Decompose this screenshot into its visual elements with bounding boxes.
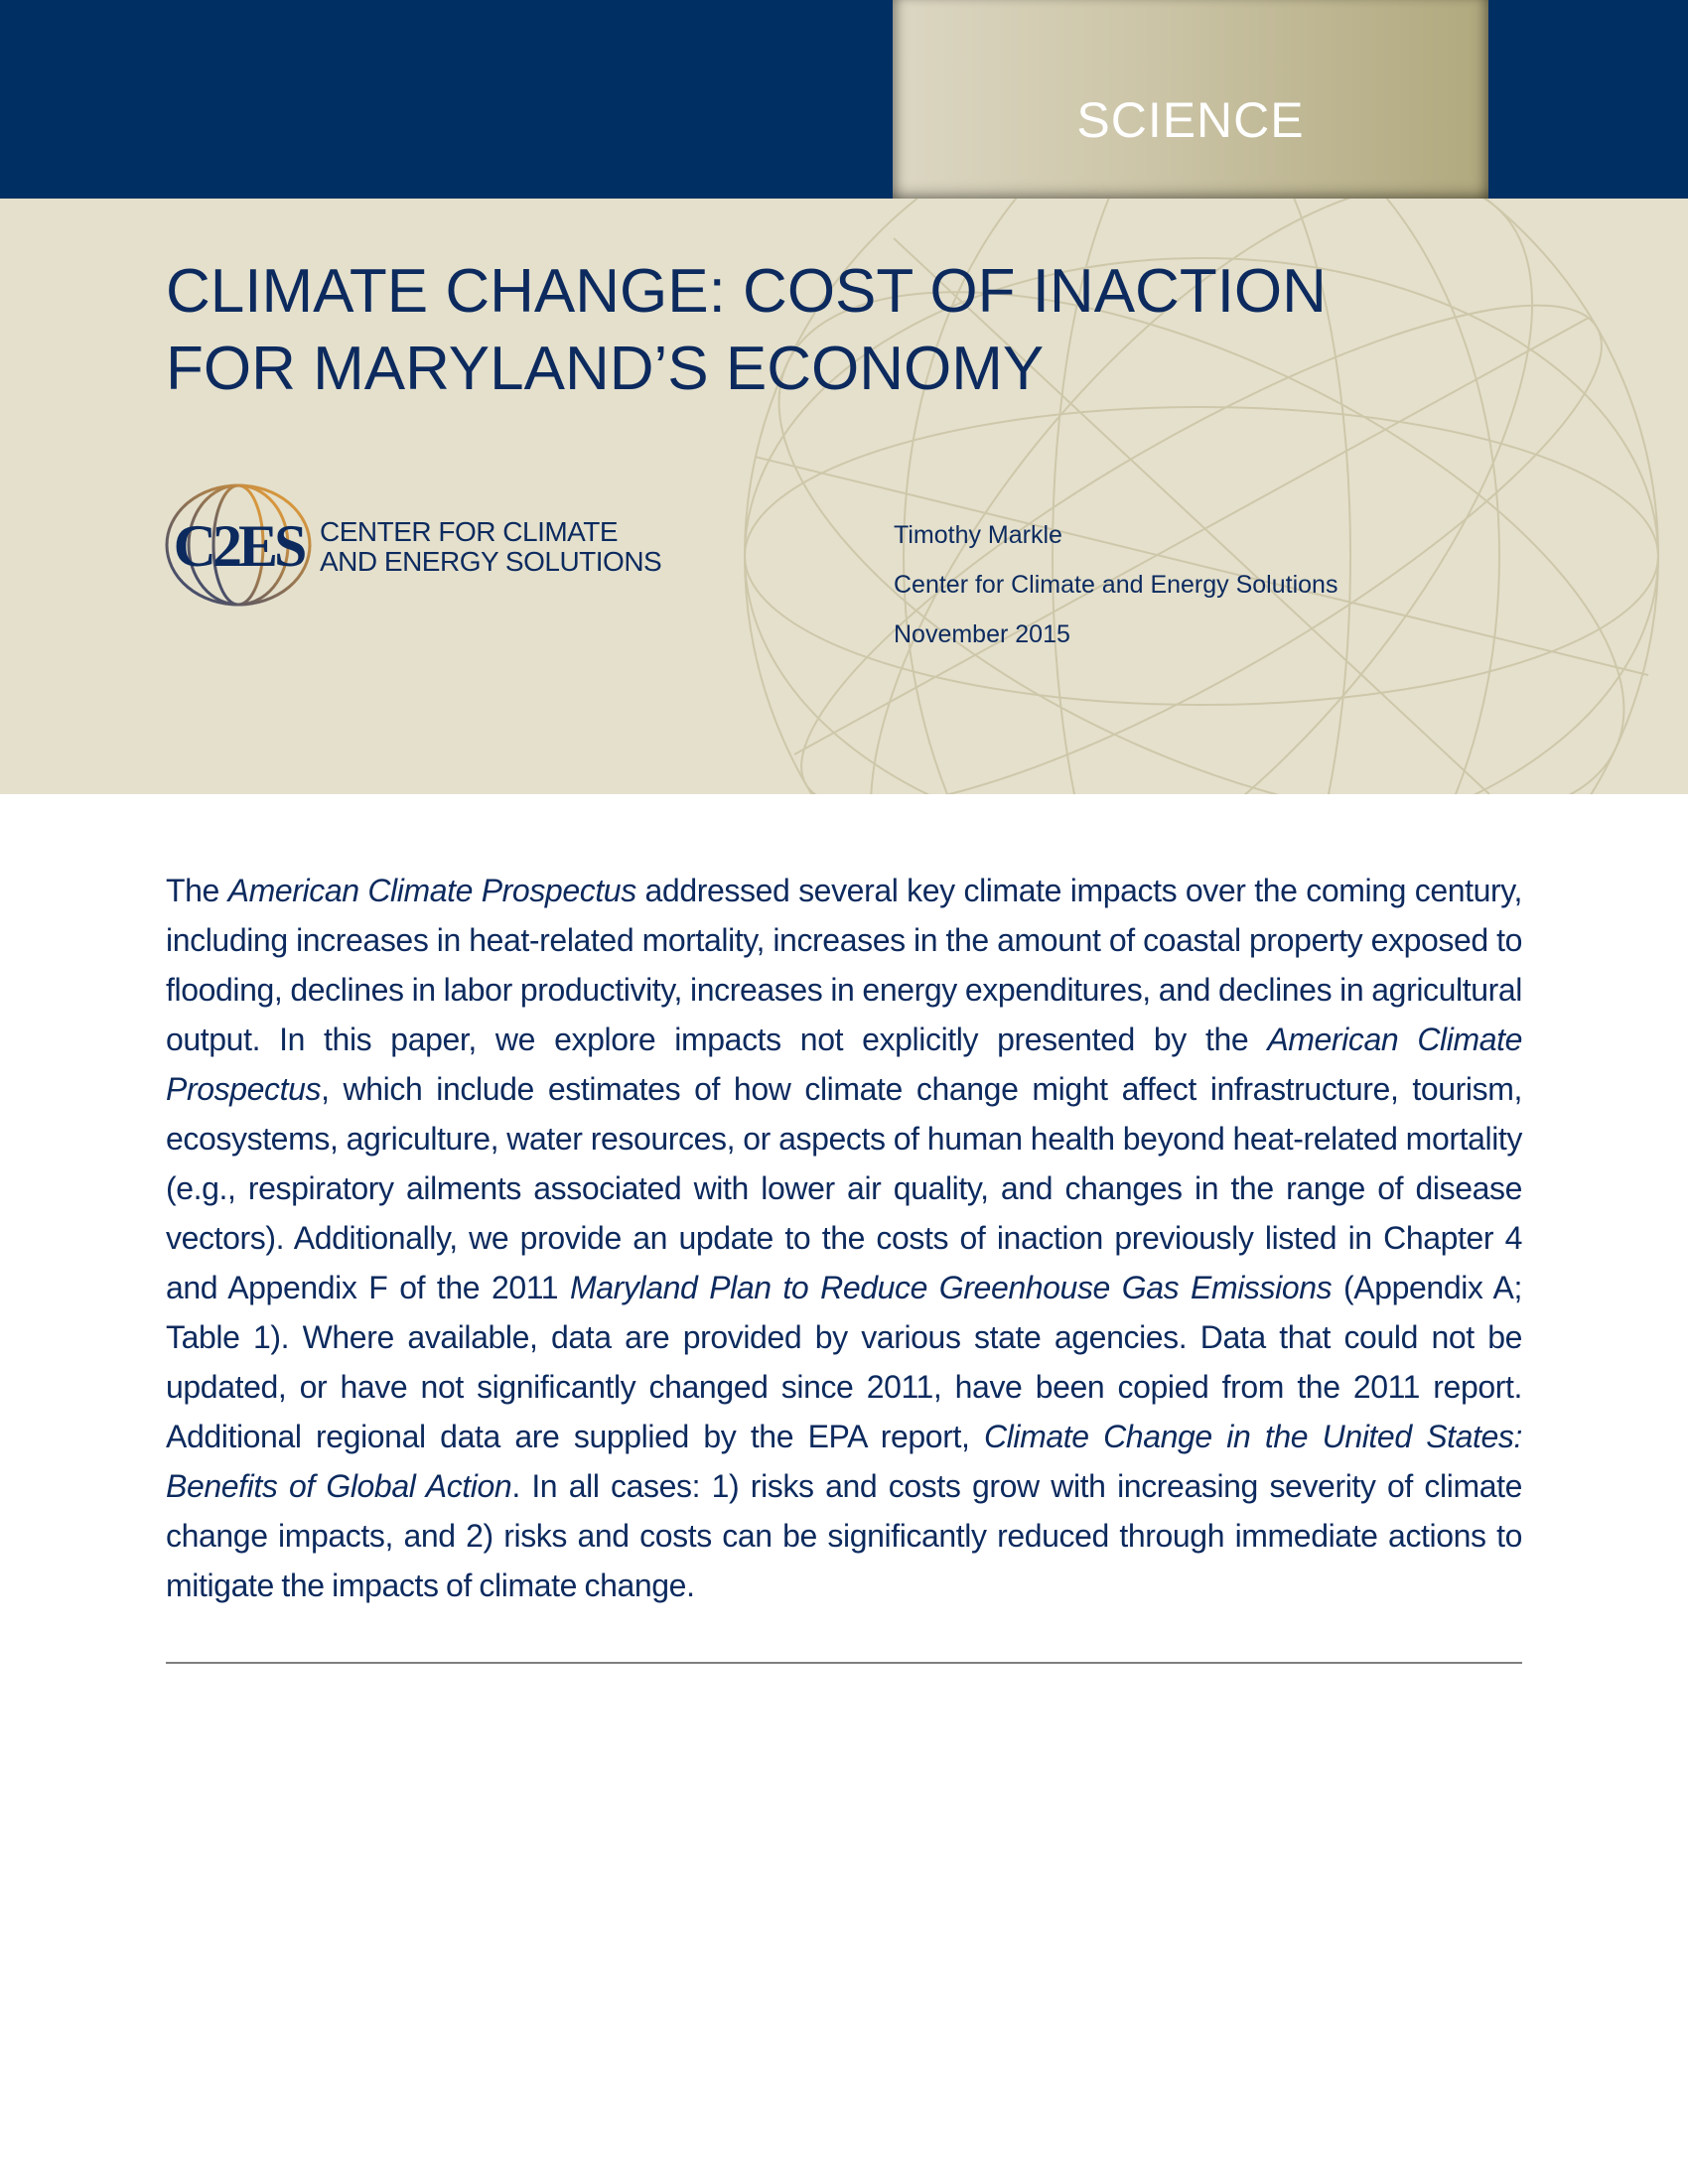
title-line-2: FOR MARYLAND’S ECONOMY bbox=[166, 335, 1045, 403]
body-text: The bbox=[166, 873, 228, 908]
date: November 2015 bbox=[894, 620, 1070, 648]
italic-title: Maryland Plan to Reduce Greenhouse Gas E… bbox=[569, 1270, 1333, 1305]
section-tab: SCIENCE bbox=[893, 0, 1488, 199]
organization: Center for Climate and Energy Solutions bbox=[894, 571, 1338, 599]
cover-header: CLIMATE CHANGE: COST OF INACTION FOR MAR… bbox=[0, 199, 1688, 794]
globe-decoration bbox=[744, 199, 1659, 794]
document-title: CLIMATE CHANGE: COST OF INACTION FOR MAR… bbox=[166, 253, 1327, 408]
italic-title: American Climate Prospectus bbox=[166, 1022, 1522, 1107]
logo-line-2: AND ENERGY SOLUTIONS bbox=[320, 546, 662, 577]
intro-paragraph: The American Climate Prospectus addresse… bbox=[166, 866, 1522, 1610]
title-line-1: CLIMATE CHANGE: COST OF INACTION bbox=[166, 257, 1327, 326]
italic-title: Climate Change in the United States: Ben… bbox=[166, 1419, 1523, 1504]
c2es-logo: C2ES bbox=[165, 483, 312, 607]
logo-wordmark: CENTER FOR CLIMATE AND ENERGY SOLUTIONS bbox=[320, 516, 662, 577]
body-text: (Appendix A; Table 1). Where available, … bbox=[166, 1270, 1522, 1454]
divider bbox=[166, 1662, 1522, 1664]
italic-title: American Climate Prospectus bbox=[227, 873, 637, 908]
body-text: addressed several key climate impacts ov… bbox=[166, 873, 1522, 1057]
body-text: . In all cases: 1) risks and costs grow … bbox=[166, 1468, 1522, 1603]
document-meta: Timothy Markle Center for Climate and En… bbox=[894, 510, 1337, 659]
svg-text:C2ES: C2ES bbox=[174, 513, 305, 579]
body-text: , which include estimates of how climate… bbox=[166, 1071, 1522, 1305]
author: Timothy Markle bbox=[894, 521, 1062, 549]
logo-line-1: CENTER FOR CLIMATE bbox=[320, 516, 619, 547]
section-label: SCIENCE bbox=[1076, 92, 1305, 148]
